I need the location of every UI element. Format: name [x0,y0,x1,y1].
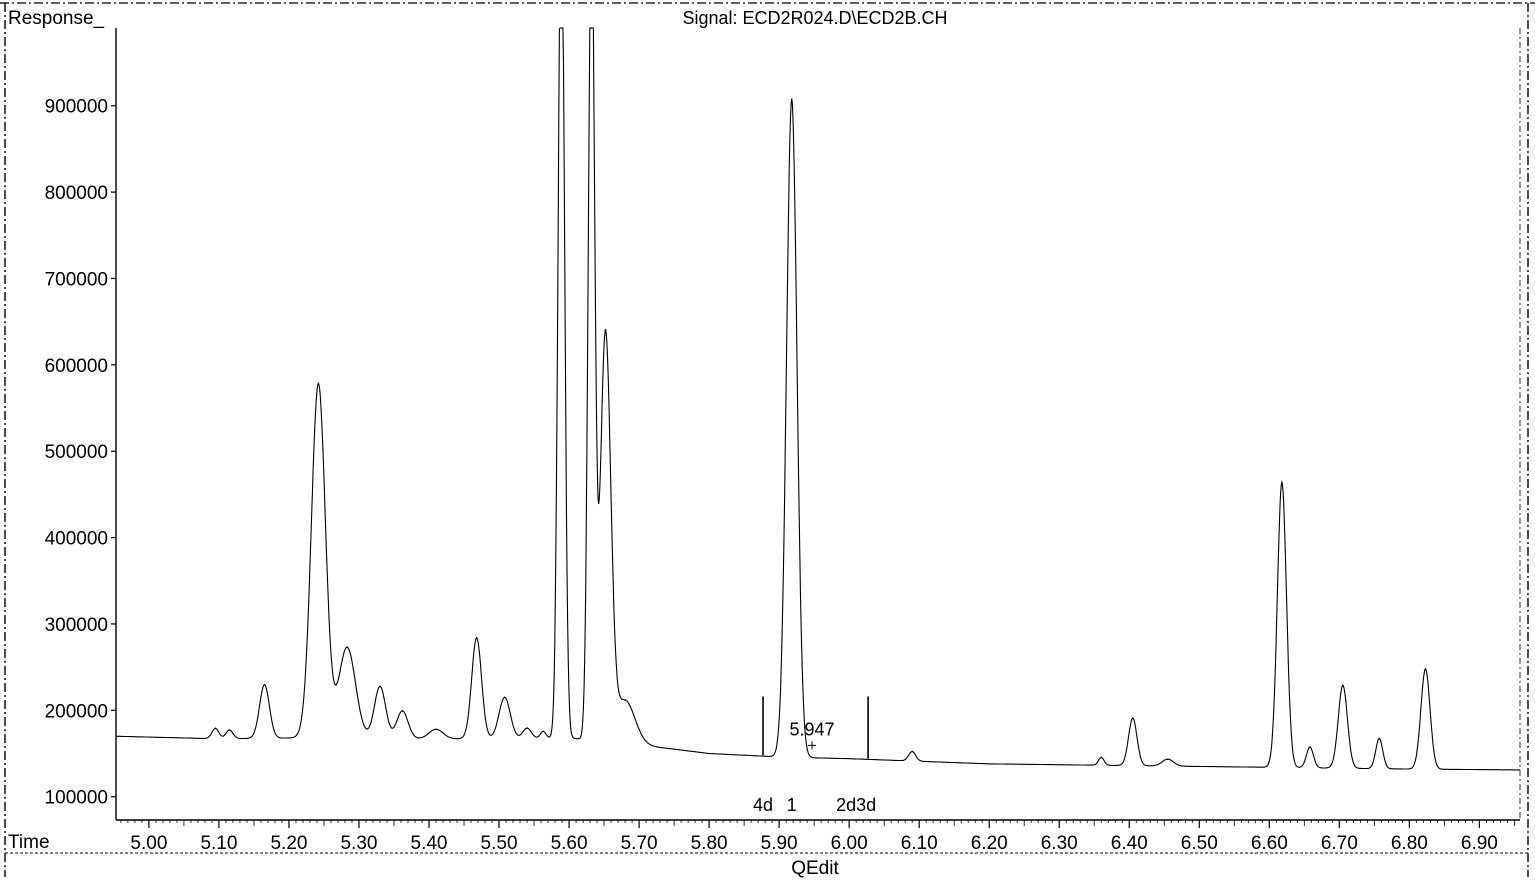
peak-apex [604,328,607,331]
peak-apex [1424,668,1427,670]
peak-apex [214,727,217,730]
peak-apex [526,727,528,729]
peak-apex [435,728,437,731]
x-tick-label: 5.90 [761,833,798,854]
x-tick-label: 6.70 [1321,833,1358,854]
x-tick-label: 6.80 [1391,833,1428,854]
peak-apex [1166,758,1169,760]
peak-apex [379,685,381,688]
trace-layer [116,27,1520,771]
peak-apex [317,382,320,385]
y-tick-label: 200000 [45,701,108,722]
y-axis-label: Response_ [8,8,105,29]
peak-apex [1309,746,1311,748]
plot-area [115,28,1521,821]
peak-apex [542,730,544,733]
integration-markers [762,696,869,759]
x-tick-label: 5.40 [411,833,448,854]
x-tick-label: 6.30 [1041,833,1078,854]
x-tick-label: 5.30 [340,833,377,854]
x-tick-label: 6.10 [901,833,938,854]
y-tick-label: 700000 [45,269,108,290]
x-tick-label: 5.00 [130,833,167,854]
peak-apex [503,696,506,699]
peak-id-label: 2d3d [836,795,876,815]
x-tick-label: 5.10 [200,833,237,854]
peak-apex [1342,684,1344,687]
x-tick-label: 6.40 [1111,833,1148,854]
x-axis: 5.00 5.10 5.20 5.30 5.40 5.50 5.60 5.70 5.80 5.90… [120,820,1515,854]
signal-trace [116,27,1520,771]
peak-apex [624,699,626,701]
peak-apex [590,27,593,29]
y-tick-label: 100000 [45,788,108,809]
peak-id-label: 1 [787,795,797,815]
peak-apex [401,710,404,712]
x-tick-label: 6.60 [1251,833,1288,854]
peak-apex [1281,481,1283,484]
peak-apex [560,27,563,29]
y-tick-label: 400000 [45,529,108,550]
y-tick-label: 900000 [45,97,108,118]
peak-apex [911,750,913,753]
annotation-layer: 5.947 4d 1 2d3d [753,719,876,815]
retention-time-label: 5.947 [790,719,835,739]
x-tick-label: 6.50 [1181,833,1218,854]
x-tick-label: 5.80 [691,833,728,854]
chart-title: Signal: ECD2R024.D\ECD2B.CH [682,8,947,28]
x-tick-label: 5.60 [551,833,588,854]
peak-apex [475,636,478,639]
x-tick-label: 5.20 [270,833,307,854]
footer-label: QEdit [791,858,839,879]
x-tick-label: 6.00 [831,833,868,854]
peak-apex [346,646,348,648]
x-tick-label: 6.90 [1461,833,1498,854]
peak-apex [263,683,266,686]
y-tick-label: 300000 [45,615,108,636]
peak-id-label: 4d [753,795,773,815]
peak-apex [1131,717,1134,719]
y-axis: 100000 200000 300000 400000 500000 600000 7000… [45,97,116,809]
y-tick-label: 500000 [45,442,108,463]
x-tick-label: 5.70 [621,833,658,854]
y-tick-label: 600000 [45,356,108,377]
peak-apex [1100,756,1103,759]
x-tick-label: 5.50 [481,833,518,854]
x-tick-label: 6.20 [971,833,1008,854]
peak-apex [790,98,793,100]
peak-apex [228,729,231,731]
x-axis-label: Time [8,832,50,853]
peak-apex [1378,737,1381,740]
y-tick-label: 800000 [45,183,108,204]
